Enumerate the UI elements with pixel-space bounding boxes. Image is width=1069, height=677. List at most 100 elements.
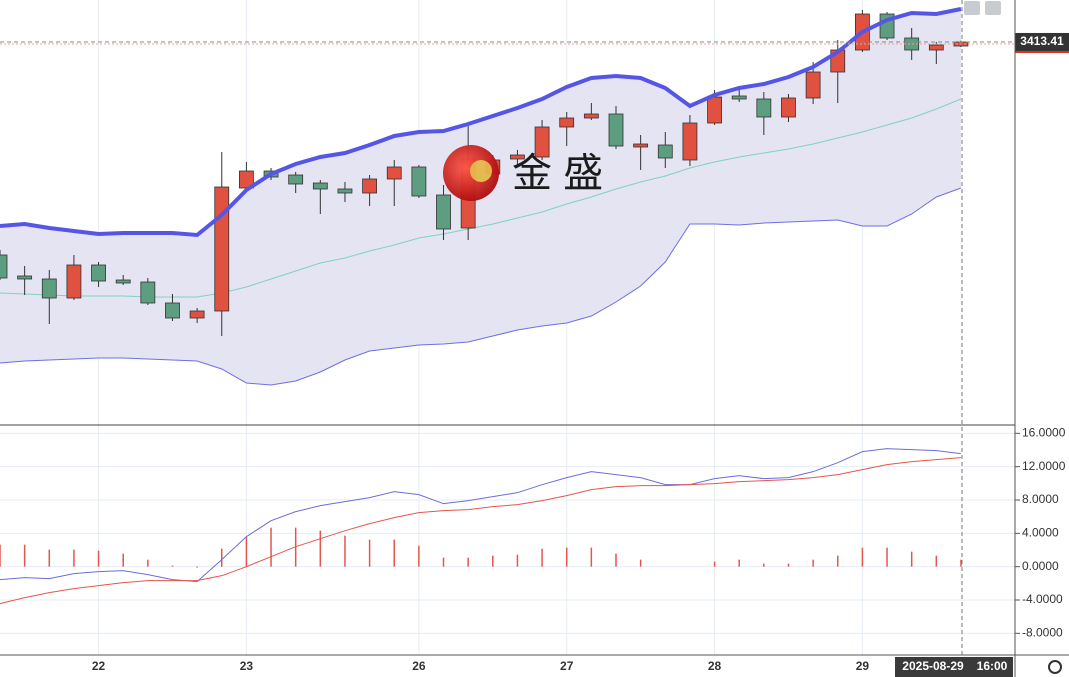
candle-body xyxy=(288,174,304,185)
y-tick-label: 0.0000 xyxy=(1022,559,1059,573)
y-tick-label: 4.0000 xyxy=(1022,526,1059,540)
watermark-logo: 金 盛 xyxy=(443,145,603,201)
band-middle xyxy=(0,98,962,298)
candle-body xyxy=(657,144,673,159)
histogram-bar xyxy=(960,559,962,567)
crosshair-time: 16:00 xyxy=(977,659,1008,673)
histogram-bar xyxy=(0,544,1,567)
y-tick-label: -8.0000 xyxy=(1022,626,1063,640)
candle-body xyxy=(66,264,82,299)
gear[interactable] xyxy=(1048,660,1062,674)
candle-body xyxy=(781,97,796,118)
candle-body xyxy=(707,96,722,124)
histogram-bar xyxy=(565,547,568,567)
price-label: 3413.41 xyxy=(1020,34,1064,48)
histogram-bar xyxy=(122,553,124,567)
macd-line xyxy=(0,457,962,605)
macd-line xyxy=(0,448,962,583)
histogram-bar xyxy=(23,544,26,567)
candle-body xyxy=(756,98,772,118)
candle-body xyxy=(17,275,33,280)
candle-body xyxy=(928,44,944,51)
crosshair-date-box xyxy=(895,657,1013,677)
watermark-text: 金 盛 xyxy=(512,152,603,196)
plot-area: 22 23 26 27 28 29 3413.41 16.0000 12.0000 8.0000 4… xyxy=(0,7,1069,673)
histogram-bar xyxy=(787,563,790,567)
candle-body xyxy=(386,166,402,180)
candle-body xyxy=(0,254,8,279)
histogram-bar xyxy=(147,559,149,567)
histogram-bar xyxy=(319,530,322,567)
x-tick-label: 26 xyxy=(412,659,426,673)
histogram-bar xyxy=(590,547,593,567)
histogram-bar xyxy=(270,527,272,567)
band-upper xyxy=(0,7,962,238)
crosshair-date: 2025-08-29 xyxy=(902,659,964,673)
x-tick-label: 23 xyxy=(240,659,254,673)
candle-body xyxy=(140,281,156,304)
histogram-bar xyxy=(492,555,494,567)
candle-body xyxy=(214,186,230,312)
histogram-bar xyxy=(245,536,248,567)
candle-body xyxy=(436,194,451,230)
candle-body xyxy=(91,264,106,282)
histogram-bar xyxy=(73,549,75,567)
candle-body xyxy=(337,188,353,194)
y-tick-label: 16.0000 xyxy=(1022,426,1066,440)
candle-body xyxy=(608,113,624,147)
histogram-bar xyxy=(738,559,740,567)
y-tick-label: 12.0000 xyxy=(1022,459,1066,473)
histogram-bar xyxy=(221,548,223,567)
candle-body xyxy=(682,122,698,161)
histogram-bar xyxy=(97,550,100,567)
logo-core xyxy=(470,160,492,182)
settings-icon[interactable] xyxy=(1048,660,1062,674)
price-label-box xyxy=(1015,32,1069,51)
candle-body xyxy=(583,113,599,119)
candle-body xyxy=(411,166,427,197)
histogram-bar xyxy=(196,566,198,568)
x-tick-label: 22 xyxy=(92,659,106,673)
band-lower xyxy=(0,187,962,386)
x-tick-label: 28 xyxy=(708,659,722,673)
histogram-bar xyxy=(886,547,888,567)
histogram-bar xyxy=(639,559,642,567)
candle-body xyxy=(115,279,131,284)
histogram-bar xyxy=(418,545,420,567)
y-tick-label: -4.0000 xyxy=(1022,592,1063,606)
histogram-bar xyxy=(910,551,913,567)
candle-body xyxy=(165,302,180,319)
histogram-bar xyxy=(713,561,716,567)
candle-body xyxy=(534,126,550,158)
histogram-bar xyxy=(861,547,864,567)
histogram-bar xyxy=(442,557,445,567)
histogram-bar xyxy=(935,555,938,567)
histogram-bar xyxy=(763,563,765,567)
histogram-bar xyxy=(516,554,519,567)
histogram-bar xyxy=(48,549,51,567)
scroll-button[interactable] xyxy=(964,1,980,15)
scroll-button[interactable] xyxy=(985,1,1001,15)
candle-body xyxy=(731,95,747,100)
y-tick-label: 8.0000 xyxy=(1022,492,1059,506)
candle-body xyxy=(559,117,575,128)
candle-body xyxy=(633,143,649,148)
histogram-bar xyxy=(171,565,174,567)
candle-body xyxy=(189,310,205,319)
histogram-bar xyxy=(368,539,371,567)
candle-body xyxy=(510,154,525,160)
histogram-bar xyxy=(615,553,617,567)
histogram-bar xyxy=(393,539,395,567)
histogram-bar xyxy=(541,548,543,567)
histogram-bar xyxy=(837,555,839,567)
candle-body xyxy=(312,182,328,190)
x-tick-label: 27 xyxy=(560,659,574,673)
histogram-bar xyxy=(812,559,814,567)
candle-body xyxy=(362,178,378,194)
x-tick-label: 29 xyxy=(856,659,870,673)
candle-body xyxy=(41,278,57,299)
histogram-bar xyxy=(344,535,346,567)
histogram-bar xyxy=(467,557,469,567)
